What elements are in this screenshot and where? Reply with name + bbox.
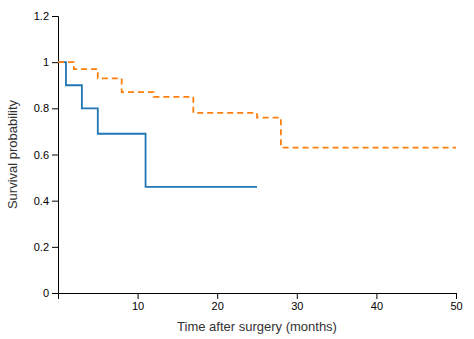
- tick: 0.4: [34, 195, 58, 207]
- tick-label: 1.2: [34, 10, 49, 22]
- tick: 20: [212, 293, 224, 312]
- tick: 40: [371, 293, 383, 312]
- y-axis-title: Survival probability: [5, 99, 20, 209]
- plot-area: 10 20 30 40 50 0 0.2 0.4 0.6 0.8 1 1.2: [34, 10, 463, 312]
- tick-mark: [52, 108, 58, 109]
- tick-mark: [52, 16, 58, 17]
- tick: 1.2: [34, 10, 58, 22]
- tick: 0.6: [34, 149, 58, 161]
- tick-label: 0: [43, 287, 49, 299]
- tick-mark: [52, 293, 58, 294]
- tick-label: 0.6: [34, 149, 49, 161]
- tick: 50: [450, 293, 462, 312]
- tick-mark: [52, 62, 58, 63]
- tick: 0.8: [34, 102, 58, 114]
- x-axis: 10 20 30 40 50: [59, 293, 463, 312]
- tick-label: 0.2: [34, 241, 49, 253]
- tick: 30: [291, 293, 303, 312]
- y-axis: 0 0.2 0.4 0.6 0.8 1 1.2: [34, 10, 59, 299]
- line: [58, 62, 456, 147]
- tick-mark: [217, 293, 218, 299]
- tick-label: 0.8: [34, 102, 49, 114]
- tick-label: 50: [450, 300, 462, 312]
- x-axis-title: Time after surgery (months): [177, 319, 337, 334]
- tick-mark: [52, 155, 58, 156]
- tick-label: 20: [212, 300, 224, 312]
- chart: 10 20 30 40 50 0 0.2 0.4 0.6 0.8 1 1.2 Time after su…: [0, 0, 474, 339]
- axis-line: [52, 17, 59, 294]
- tick-label: 40: [371, 300, 383, 312]
- tick-label: 10: [132, 300, 144, 312]
- lines: [58, 62, 456, 187]
- tick-mark: [138, 293, 139, 299]
- tick-label: 30: [291, 300, 303, 312]
- tick-mark: [52, 201, 58, 202]
- tick-mark: [52, 247, 58, 248]
- tick: 0.2: [34, 241, 58, 253]
- tick-label: 0.4: [34, 195, 49, 207]
- tick: 10: [132, 293, 144, 312]
- tick-label: 1: [43, 56, 49, 68]
- tick-mark: [297, 293, 298, 299]
- tick-mark: [376, 293, 377, 299]
- tick: 0: [43, 287, 58, 299]
- tick: 1: [43, 56, 58, 68]
- tick-mark: [456, 293, 457, 299]
- line: [58, 62, 257, 187]
- axis-line: [59, 294, 457, 300]
